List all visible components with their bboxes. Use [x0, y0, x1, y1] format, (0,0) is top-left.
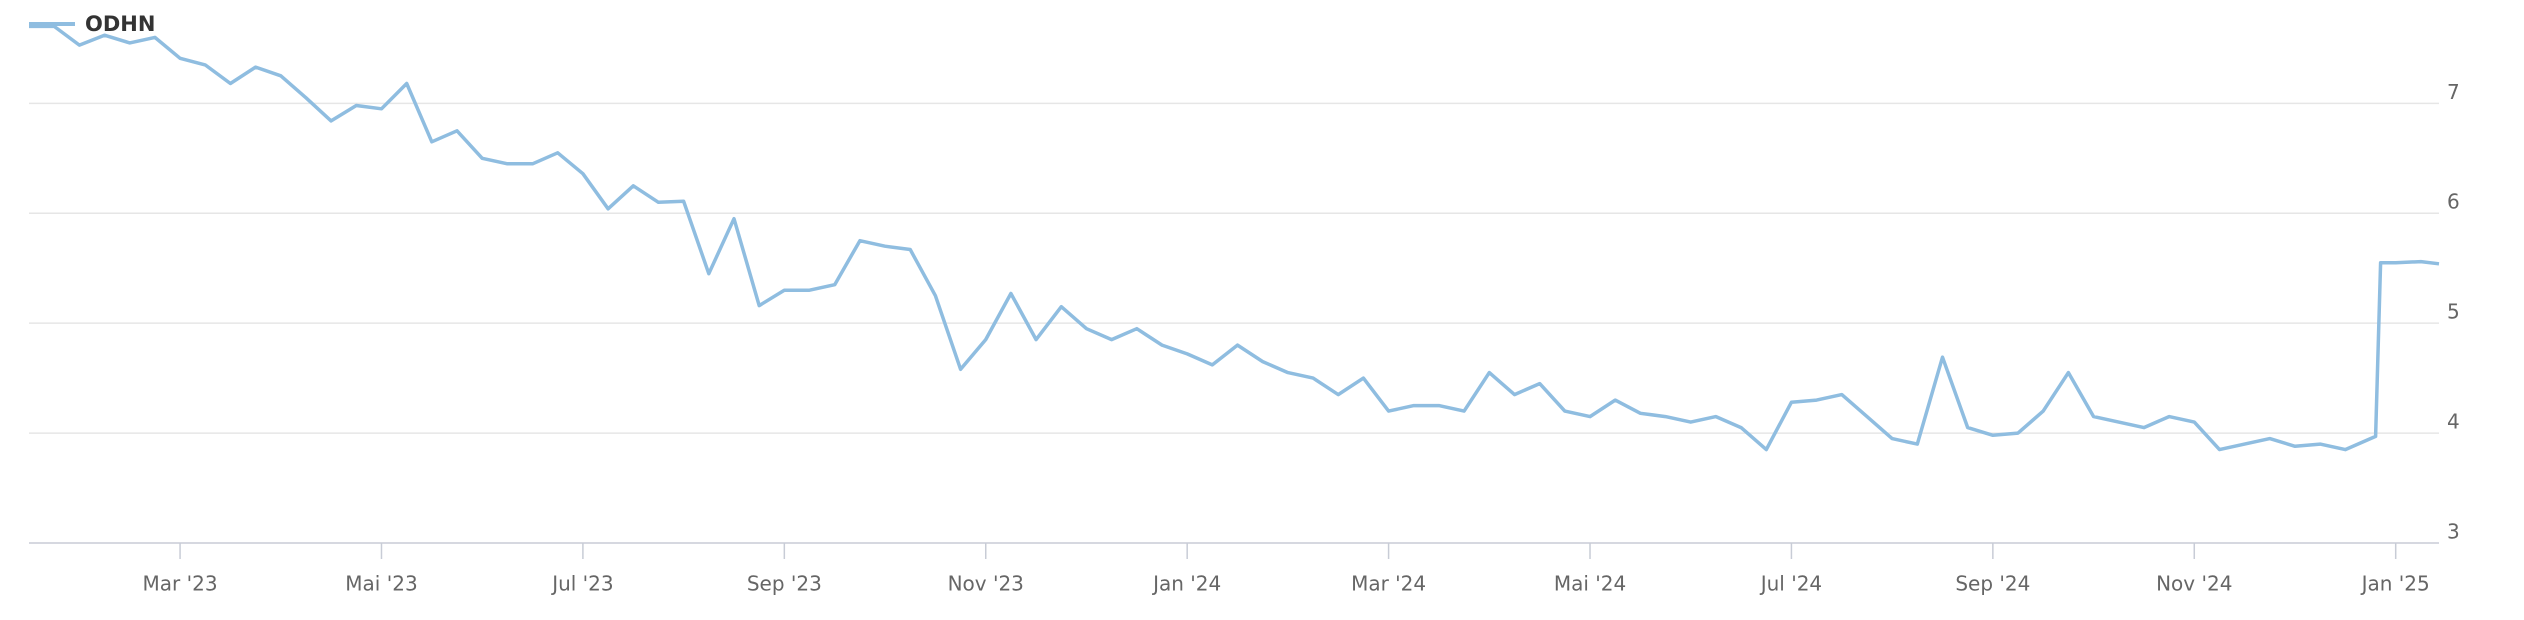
x-tick-label: Sep '24 — [1955, 572, 2030, 596]
x-tick-label: Jan '25 — [2360, 572, 2430, 596]
y-tick-label: 5 — [2447, 300, 2460, 324]
x-tick-label: Sep '23 — [747, 572, 822, 596]
x-tick-label: Jul '24 — [1759, 572, 1822, 596]
x-tick-label: Mai '23 — [345, 572, 417, 596]
x-tick-label: Jan '24 — [1151, 572, 1221, 596]
x-tick-label: Nov '23 — [948, 572, 1024, 596]
y-tick-label: 3 — [2447, 520, 2460, 544]
y-tick-label: 4 — [2447, 410, 2460, 434]
x-tick-label: Mar '23 — [143, 572, 218, 596]
y-tick-label: 7 — [2447, 80, 2460, 104]
x-tick-label: Jul '23 — [550, 572, 613, 596]
x-tick-label: Nov '24 — [2156, 572, 2232, 596]
x-tick-label: Mai '24 — [1554, 572, 1626, 596]
x-tick-label: Mar '24 — [1351, 572, 1426, 596]
series-line — [29, 24, 2440, 452]
y-tick-label: 6 — [2447, 190, 2460, 214]
legend-text: ODHN — [85, 12, 155, 36]
